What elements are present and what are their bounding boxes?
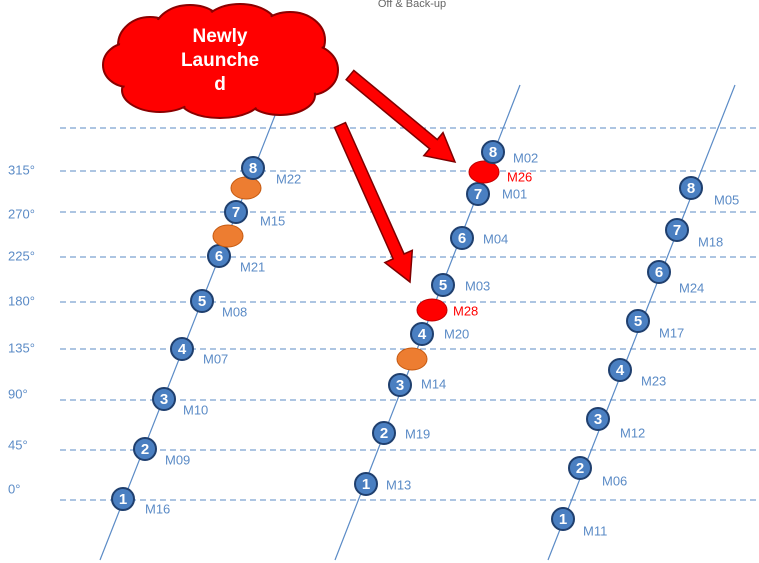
satellite-label: M07 [203, 351, 228, 366]
axis-label: 135° [8, 340, 35, 355]
satellite-label: M05 [714, 192, 739, 207]
satellite [647, 260, 671, 284]
satellite-label: M03 [465, 278, 490, 293]
satellite [608, 358, 632, 382]
satellite-number: 1 [362, 476, 370, 493]
satellite-number: 5 [439, 277, 447, 294]
satellite [568, 456, 592, 480]
cloud-text: Launche [181, 50, 259, 71]
satellite-number: 6 [458, 230, 466, 247]
satellite-label: M14 [421, 376, 446, 391]
satellite-label: M24 [679, 280, 704, 295]
satellite-label: M10 [183, 402, 208, 417]
axis-label: 315° [8, 162, 35, 177]
satellite [354, 472, 378, 496]
satellite-number: 5 [634, 313, 642, 330]
satellite-label: M11 [583, 523, 607, 538]
satellite [241, 156, 265, 180]
satellite [626, 309, 650, 333]
satellite-number: 4 [178, 341, 187, 358]
satellite-number: 2 [141, 441, 149, 458]
satellite-label: M01 [502, 186, 527, 201]
satellite-number: 7 [474, 186, 482, 203]
satellite [466, 182, 490, 206]
satellite-label: M26 [507, 169, 532, 184]
axis-label: 270° [8, 206, 35, 221]
cloud-text: d [214, 74, 226, 95]
satellite-number: 4 [418, 326, 427, 343]
satellite-label: M23 [641, 373, 666, 388]
satellite-number: 3 [160, 391, 168, 408]
satellite-number: 8 [249, 160, 257, 177]
arrow [345, 69, 457, 164]
satellite-label: M18 [698, 234, 723, 249]
satellite-label: M22 [276, 171, 301, 186]
satellite-label: M28 [453, 303, 478, 318]
satellite [431, 273, 455, 297]
satellite [410, 322, 434, 346]
satellite [586, 407, 610, 431]
satellite-label: M16 [145, 501, 170, 516]
satellite-label: M17 [659, 325, 684, 340]
satellite-dot [396, 347, 428, 371]
satellite-label: M06 [602, 473, 627, 488]
satellite-number: 1 [559, 511, 567, 528]
cloud-text: Newly [193, 26, 248, 47]
satellite-number: 1 [119, 491, 127, 508]
satellite-label: M09 [165, 452, 190, 467]
satellite [111, 487, 135, 511]
satellite-number: 3 [594, 411, 602, 428]
satellite-dot [416, 298, 448, 322]
satellite-dot [230, 176, 262, 200]
satellite [679, 176, 703, 200]
satellite-number: 2 [380, 425, 388, 442]
satellite [481, 140, 505, 164]
satellite-dot [468, 160, 500, 184]
satellite-number: 8 [489, 144, 497, 161]
satellite-number: 8 [687, 180, 695, 197]
axis-label: 225° [8, 248, 35, 263]
cloud-core [130, 27, 310, 97]
satellite-number: 6 [655, 264, 663, 281]
satellite-number: 7 [673, 222, 681, 239]
axis-label: 90° [8, 386, 28, 401]
satellite-dot [212, 224, 244, 248]
satellite-number: 2 [576, 460, 584, 477]
satellite-label: M15 [260, 213, 285, 228]
satellite-number: 7 [232, 204, 240, 221]
arrow [333, 121, 414, 284]
satellite [388, 373, 412, 397]
satellite [665, 218, 689, 242]
satellite [450, 226, 474, 250]
satellite [170, 337, 194, 361]
satellite [224, 200, 248, 224]
satellite-label: M20 [444, 326, 469, 341]
satellite-label: M04 [483, 231, 508, 246]
title: Off & Back-up [378, 0, 446, 10]
satellite-label: M19 [405, 426, 430, 441]
satellite [190, 289, 214, 313]
axis-label: 0° [8, 481, 20, 496]
satellite-label: M21 [240, 259, 265, 274]
satellite-number: 6 [215, 248, 223, 265]
satellite-number: 4 [616, 362, 625, 379]
cloud [102, 3, 339, 119]
satellite [152, 387, 176, 411]
satellite-label: M02 [513, 150, 538, 165]
satellite-label: M12 [620, 425, 645, 440]
satellite [133, 437, 157, 461]
satellite-number: 3 [396, 377, 404, 394]
axis-label: 180° [8, 293, 35, 308]
satellite [372, 421, 396, 445]
satellite-label: M13 [386, 477, 411, 492]
satellite-label: M08 [222, 304, 247, 319]
satellite [551, 507, 575, 531]
axis-label: 45° [8, 437, 28, 452]
satellite-number: 5 [198, 293, 206, 310]
